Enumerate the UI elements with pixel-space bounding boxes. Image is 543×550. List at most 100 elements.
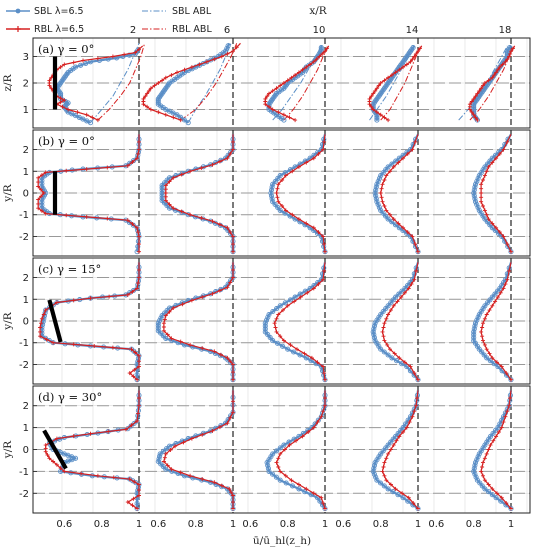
series-rbl-point [308, 62, 313, 67]
series-sbl-point [508, 377, 514, 383]
series-sbl-point [390, 489, 396, 495]
series-rbl-point [210, 428, 215, 433]
series-rbl-point [412, 277, 417, 282]
series-rbl-point [84, 214, 89, 219]
series-rbl-point [36, 184, 41, 189]
series-rbl-point [125, 500, 130, 505]
series-rbl-point [487, 351, 492, 356]
series-rbl-point [285, 303, 290, 308]
series-rbl-point [382, 115, 387, 120]
series-rbl-point [395, 299, 400, 304]
series-rbl-point [386, 75, 391, 80]
series-rbl-point [401, 156, 406, 161]
series-rbl-point [296, 164, 301, 169]
series-rbl-point [163, 191, 168, 195]
series-sbl-point [283, 480, 289, 486]
series-rbl-point [495, 360, 499, 365]
series-rbl-point [270, 88, 275, 93]
series-rbl-point [135, 419, 140, 423]
series-rbl-point [486, 164, 491, 169]
rotor-disk-indicator [42, 429, 68, 470]
series-rbl-point [497, 65, 502, 70]
series-rbl-point [304, 160, 309, 165]
series-rbl-point [276, 182, 281, 187]
series-rbl-point [178, 339, 183, 344]
series-rbl-point [479, 186, 484, 191]
series-rbl-point [479, 86, 484, 91]
x-top-tick-2: 2 [130, 25, 136, 36]
series-rbl-point [490, 160, 495, 165]
y-tick-label: 2 [23, 145, 29, 156]
x-top-axis-label: x/R [309, 5, 327, 17]
series-rbl-point [294, 438, 299, 443]
series-rbl-point [295, 347, 299, 352]
series-sbl-point [308, 358, 314, 364]
series-sbl-point [268, 193, 275, 199]
series-rbl-point [165, 332, 170, 337]
series-rbl-point [481, 460, 485, 465]
series-sbl-point [155, 320, 161, 326]
series-sbl-point [374, 477, 380, 483]
series-rbl-point [495, 67, 500, 72]
legend-marker-sbl [15, 8, 21, 14]
series-sbl-point [158, 315, 164, 321]
series-rbl-point [51, 340, 56, 345]
series-rbl-point [218, 352, 223, 357]
series-rbl-point [475, 91, 480, 96]
series-rbl-point [412, 54, 417, 59]
series-rbl-point [391, 217, 396, 222]
series-rbl-point [54, 436, 59, 441]
series-rbl-point [322, 242, 327, 247]
series-rbl-point [413, 139, 418, 144]
series-rbl-point [36, 197, 41, 202]
series-rbl-point [210, 291, 215, 296]
series-rbl-point [189, 298, 194, 303]
series-rbl-point [58, 65, 63, 70]
series-rbl-point [163, 112, 168, 117]
series-rbl-point [391, 443, 396, 448]
series-sbl-point [373, 184, 379, 190]
series-rbl-point [388, 308, 393, 313]
series-sbl-point [265, 465, 271, 471]
series-rbl-point [110, 54, 115, 59]
series-sbl-point [392, 222, 399, 228]
series-sbl-point [319, 271, 326, 277]
series-rbl-point [287, 115, 292, 120]
series-rbl-point [382, 460, 387, 465]
series-rbl-point [267, 91, 271, 96]
series-rbl-point [401, 65, 406, 70]
series-sbl-point [472, 199, 479, 205]
series-rbl-point [231, 147, 235, 152]
panels: 2 6 10 14 180.6 0.8 1 0.6 0.8 1 0.6 0.8 1 0.6 0.8 1 0.6 0… [2, 25, 531, 530]
series-sbl-point [277, 173, 283, 179]
series-rbl-point [482, 208, 487, 213]
series-rbl-point [165, 463, 170, 468]
series-rbl-point [302, 351, 307, 356]
series-rbl-point [217, 425, 222, 430]
series-sbl-point [135, 47, 141, 53]
series-rbl-point [484, 312, 489, 317]
series-rbl-point [274, 460, 279, 465]
series-rbl-point [219, 54, 224, 59]
series-sbl-point [282, 170, 288, 176]
series-rbl-point [43, 211, 48, 216]
series-rbl-point [481, 204, 485, 208]
series-rbl-point [135, 377, 140, 382]
series-rbl-point [36, 201, 41, 206]
series-sbl-point [72, 64, 79, 70]
series-sbl-point [472, 460, 479, 466]
series-rbl-point [95, 56, 100, 61]
series-rbl-point [200, 477, 205, 482]
series-sbl-point [371, 471, 377, 477]
series-rbl-point [167, 309, 172, 314]
series-rbl-point [132, 367, 137, 372]
series-rbl-point [58, 96, 63, 101]
series-sbl-point [159, 195, 165, 201]
series-sbl-point [222, 48, 229, 54]
series-rbl-point [106, 429, 111, 434]
series-sbl-point [472, 320, 479, 326]
series-sbl-point [404, 282, 411, 289]
series-rbl-point [384, 316, 389, 321]
series-rbl-point [322, 139, 327, 144]
series-sbl-point [475, 175, 481, 181]
